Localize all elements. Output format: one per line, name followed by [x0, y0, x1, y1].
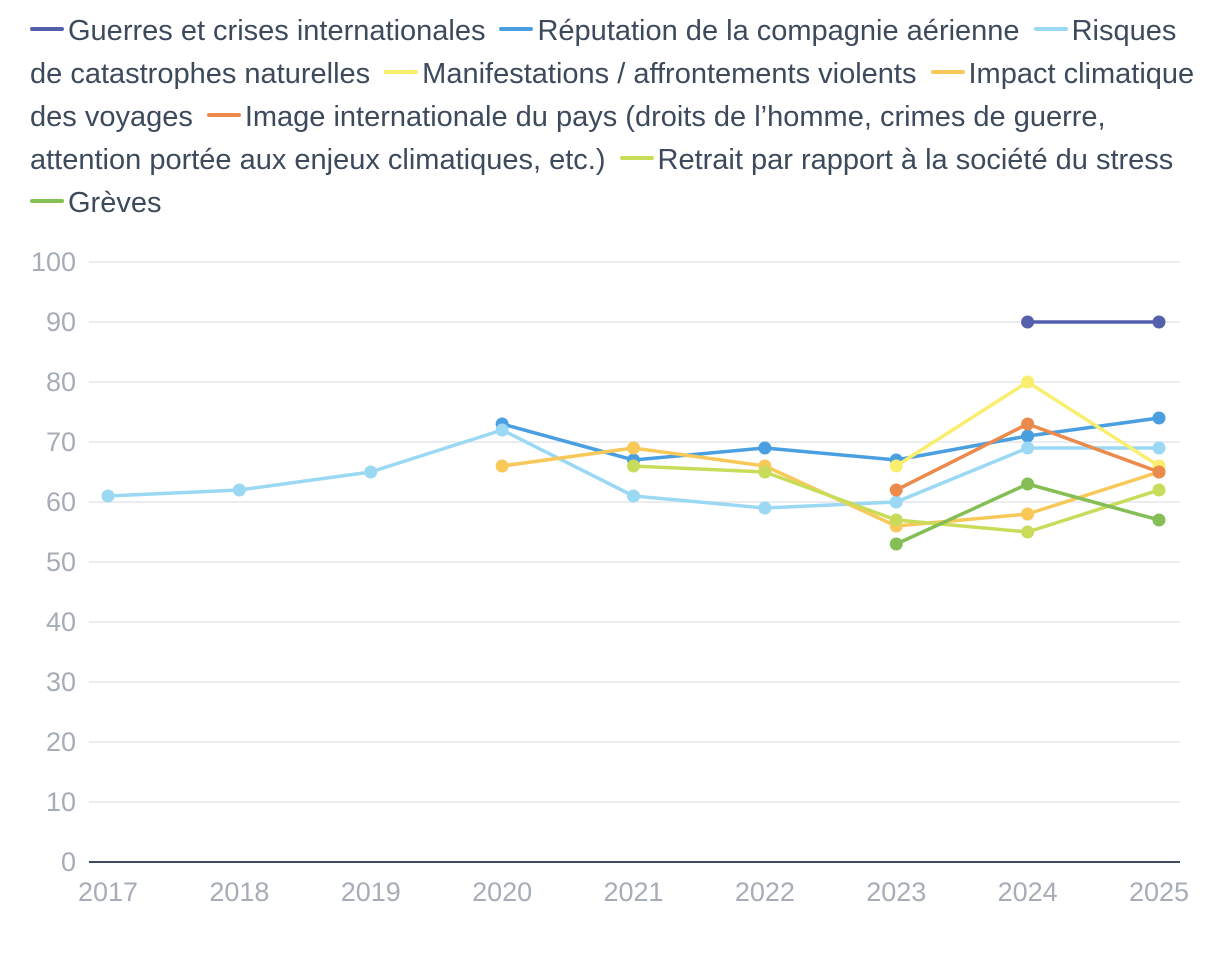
- series-group: [889, 477, 1166, 551]
- legend-label: Image internationale du pays (droits de …: [30, 101, 1106, 176]
- legend-item[interactable]: Réputation de la compagnie aérienne: [499, 15, 1020, 47]
- y-tick-label: 50: [46, 547, 76, 577]
- legend-swatch: [384, 70, 419, 75]
- legend-swatch: [619, 156, 654, 161]
- legend-item[interactable]: Guerres et crises internationales: [30, 15, 485, 47]
- legend-label: Réputation de la compagnie aérienne: [537, 15, 1020, 47]
- data-point[interactable]: [1021, 441, 1035, 455]
- series-layer: [101, 315, 1166, 551]
- y-tick-label: 10: [46, 787, 76, 817]
- y-tick-label: 60: [46, 487, 76, 517]
- legend-label: Retrait par rapport à la société du stre…: [657, 144, 1174, 176]
- data-point[interactable]: [1021, 507, 1035, 521]
- x-tick-label: 2024: [998, 877, 1058, 907]
- series-line: [501, 446, 1160, 528]
- legend-item[interactable]: Retrait par rapport à la société du stre…: [619, 144, 1174, 176]
- legend-item[interactable]: Image internationale du pays (droits de …: [30, 101, 1106, 176]
- legend-label: Guerres et crises internationales: [68, 15, 486, 47]
- data-point[interactable]: [495, 459, 509, 473]
- data-point[interactable]: [232, 483, 246, 497]
- legend-swatch: [30, 199, 64, 204]
- data-point[interactable]: [1021, 477, 1035, 491]
- chart-legend: Guerres et crises internationales Réputat…: [30, 10, 1200, 225]
- legend-swatch: [30, 27, 64, 32]
- data-point[interactable]: [1152, 465, 1166, 479]
- data-point[interactable]: [1152, 441, 1166, 455]
- data-point[interactable]: [1021, 429, 1035, 443]
- data-point[interactable]: [889, 459, 903, 473]
- legend-item[interactable]: Impact climatique des voyages: [30, 58, 1194, 133]
- data-point[interactable]: [1152, 513, 1166, 527]
- data-point[interactable]: [1152, 411, 1166, 425]
- legend-label: Impact climatique des voyages: [30, 58, 1195, 133]
- data-point[interactable]: [627, 441, 640, 455]
- data-point[interactable]: [364, 465, 378, 479]
- x-tick-label: 2022: [735, 877, 795, 907]
- data-point[interactable]: [1021, 525, 1035, 539]
- legend-label: Risques de catastrophes naturelles: [30, 15, 1177, 90]
- data-point[interactable]: [495, 423, 509, 437]
- y-tick-label: 80: [46, 367, 76, 397]
- legend-swatch: [930, 70, 965, 75]
- data-point[interactable]: [1152, 315, 1166, 329]
- legend-label: Grèves: [68, 187, 162, 219]
- data-point[interactable]: [101, 489, 115, 503]
- data-point[interactable]: [758, 465, 772, 479]
- legend-swatch: [206, 113, 241, 118]
- data-point[interactable]: [627, 489, 640, 503]
- y-tick-label: 0: [61, 847, 76, 877]
- x-tick-label: 2017: [78, 877, 138, 907]
- y-tick-label: 20: [46, 727, 76, 757]
- x-tick-label: 2019: [341, 877, 401, 907]
- legend-swatch: [499, 27, 534, 32]
- axis-layer: 0 10 20 30 40 50 60 70 80 90 100 2017 2018 2019 2020 20…: [31, 247, 1189, 907]
- x-tick-label: 2018: [209, 877, 269, 907]
- data-point[interactable]: [889, 483, 903, 497]
- legend-item[interactable]: Grèves: [30, 187, 161, 219]
- legend-label: Manifestations / affrontements violents: [422, 58, 917, 90]
- y-tick-label: 70: [46, 427, 76, 457]
- data-point[interactable]: [758, 501, 772, 515]
- series-group: [889, 417, 1166, 497]
- data-point[interactable]: [889, 513, 903, 527]
- x-tick-label: 2020: [472, 877, 532, 907]
- data-point[interactable]: [889, 495, 903, 509]
- y-tick-label: 30: [46, 667, 76, 697]
- y-tick-label: 40: [46, 607, 76, 637]
- series-group: [101, 423, 1166, 515]
- x-tick-label: 2023: [866, 877, 926, 907]
- legend-item[interactable]: Risques de catastrophes naturelles: [30, 15, 1176, 90]
- data-point[interactable]: [1152, 483, 1166, 497]
- data-point[interactable]: [1021, 315, 1035, 329]
- data-point[interactable]: [758, 441, 772, 455]
- x-tick-label: 2025: [1129, 877, 1189, 907]
- legend-swatch: [1033, 27, 1068, 32]
- y-tick-label: 100: [31, 247, 76, 277]
- data-point[interactable]: [627, 459, 640, 473]
- legend-item[interactable]: Manifestations / affrontements violents: [384, 58, 917, 90]
- data-point[interactable]: [1021, 375, 1035, 389]
- series-group: [627, 459, 1166, 539]
- x-tick-label: 2021: [603, 877, 663, 907]
- data-point[interactable]: [1021, 417, 1035, 431]
- y-tick-label: 90: [46, 307, 76, 337]
- series-group: [1021, 315, 1166, 329]
- data-point[interactable]: [889, 537, 903, 551]
